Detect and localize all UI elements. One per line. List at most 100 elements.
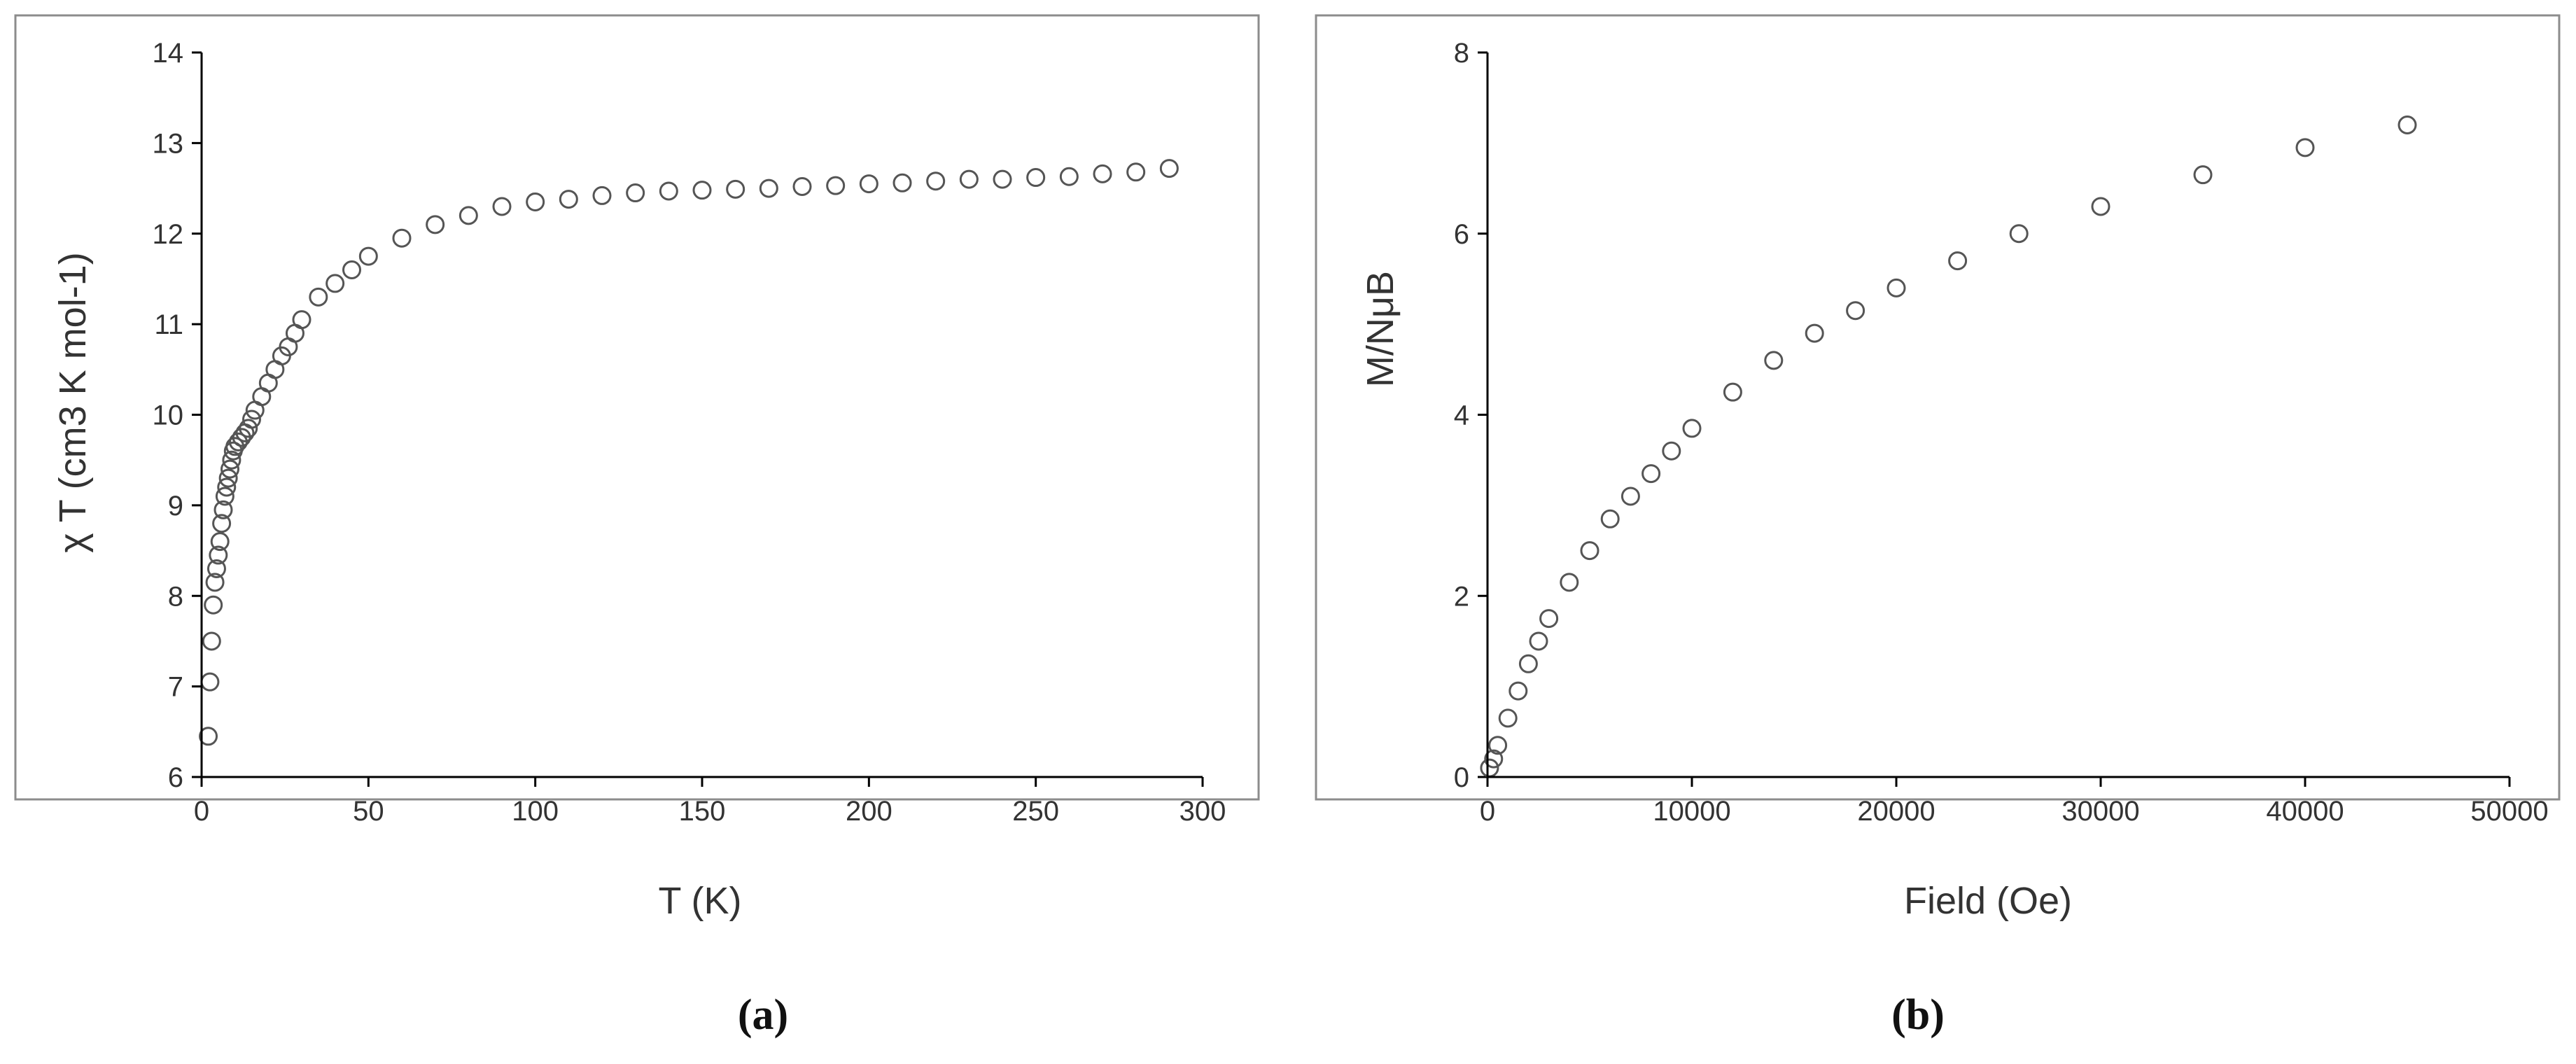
chart-b-data-point (1620, 486, 1640, 506)
chart-a-data-point (1059, 167, 1079, 186)
chart-a-y-tick-label: 14 (153, 38, 184, 69)
chart-a-y-tick-label: 11 (154, 309, 183, 340)
chart-b-data-point (1508, 681, 1528, 701)
chart-b-x-tick-label: 20000 (1857, 796, 1935, 827)
chart-a-y-tick-label: 10 (153, 400, 184, 431)
chart-b-points (1480, 115, 2417, 778)
chart-b-data-point (1580, 541, 1600, 561)
chart-b-data-point (1539, 609, 1559, 629)
chart-a-data-point (210, 532, 230, 552)
chart-a-data-point (205, 573, 225, 592)
chart-b-y-tick-label: 0 (1454, 762, 1469, 793)
chart-a-y-tick-label: 12 (153, 219, 184, 250)
chart-b-data-point (1498, 708, 1518, 728)
chart-a-data-point (526, 192, 545, 211)
chart-b-data-point (2091, 197, 2110, 216)
chart-a-x-tick-label: 200 (846, 796, 892, 827)
chart-a-x-tick-label: 0 (194, 796, 209, 827)
chart-b-x-tick-label: 50000 (2470, 796, 2548, 827)
chart-b-x-tick-label: 0 (1480, 796, 1495, 827)
chart-a-data-point (206, 559, 226, 578)
chart-b-data-point (1723, 382, 1742, 402)
chart-a-data-point (220, 459, 240, 479)
chart-a-data-point (1026, 168, 1046, 188)
chart-b-x-tick-label: 40000 (2266, 796, 2344, 827)
chart-b-data-point (1886, 278, 1906, 298)
chart-a-data-point (342, 260, 361, 279)
chart-b-data-point (1805, 323, 1824, 343)
chart-a-data-point (1126, 162, 1146, 182)
chart-b-data-point (2009, 224, 2029, 244)
chart-a-data-point (426, 215, 445, 234)
chart-a-y-tick-label: 7 (168, 672, 183, 703)
chart-a-x-tick-label: 300 (1180, 796, 1226, 827)
chart-a-x-tick-label: 100 (512, 796, 559, 827)
chart-a-data-point (692, 181, 712, 200)
chart-a-data-point (218, 468, 238, 488)
chart-b-y-axis-label: M/NμB (1359, 271, 1401, 387)
chart-a-frame (14, 14, 1260, 801)
chart-a-data-point (212, 514, 232, 533)
chart-a-data-point (292, 310, 312, 330)
panel-label-a: (a) (738, 991, 788, 1039)
chart-a-data-point (926, 172, 946, 191)
chart-a-data-point (222, 450, 241, 470)
chart-a-y-tick-label: 13 (153, 128, 184, 159)
chart-b-data-point (1560, 573, 1579, 592)
chart-b-data-point (2398, 115, 2417, 134)
chart-b-frame (1315, 14, 2561, 801)
chart-a-data-point (559, 190, 578, 209)
chart-a-data-point (492, 197, 512, 216)
chart-b-y-tick-label: 8 (1454, 38, 1469, 69)
chart-a-y-tick-label: 9 (168, 491, 183, 522)
chart-a-data-point (392, 228, 412, 248)
chart-a-x-axis-label: T (K) (659, 880, 742, 922)
chart-a-data-point (759, 178, 778, 198)
chart-b-y-ticks: 0 2 4 6 8 (1454, 38, 1488, 793)
chart-a-data-point (659, 181, 678, 201)
chart-a-y-ticks: 6 7 8 9 10 11 12 13 14 (153, 38, 202, 793)
chart-b-data-point (1488, 736, 1508, 755)
chart-a-data-point (1093, 164, 1112, 183)
chart-a-data-point (209, 545, 228, 565)
chart-b-data-point (1662, 441, 1681, 461)
chart-b-data-point (2193, 165, 2213, 185)
chart-b-x-ticks: 0 10000 20000 30000 40000 50000 (1480, 777, 2549, 827)
chart-a-data-point (993, 169, 1012, 189)
chart-a-y-tick-label: 6 (168, 762, 183, 793)
chart-b-y-tick-label: 2 (1454, 581, 1469, 612)
chart-a-data-point (859, 174, 878, 194)
chart-a-x-tick-label: 150 (679, 796, 726, 827)
chart-a-data-point (215, 486, 234, 506)
chart-a-data-point (1159, 159, 1179, 178)
chart-a-data-point (326, 274, 345, 293)
chart-b-y-tick-label: 4 (1454, 400, 1469, 431)
chart-a-data-point (199, 727, 218, 746)
chart-a-data-point (239, 419, 258, 438)
chart-a-data-point (626, 183, 645, 203)
chart-b-x-tick-label: 30000 (2062, 796, 2139, 827)
chart-a-x-tick-label: 250 (1012, 796, 1059, 827)
chart-b-y-tick-label: 6 (1454, 219, 1469, 250)
chart-a-data-point (458, 206, 478, 225)
chart-a-y-axis-label: χ T (cm3 K mol-1) (52, 252, 94, 552)
chart-a-x-tick-label: 50 (353, 796, 384, 827)
chart-b-data-point (1642, 464, 1661, 484)
chart-a-data-point (892, 173, 912, 192)
chart-b-x-axis-label: Field (Oe) (1904, 880, 2072, 922)
chart-b-x-tick-label: 10000 (1653, 796, 1730, 827)
chart-a-data-point (959, 169, 979, 189)
chart-b-data-point (1600, 509, 1620, 528)
chart-a-data-point (792, 176, 812, 196)
chart-b-data-point (1846, 301, 1865, 321)
chart-a-x-ticks: 0 50 100 150 200 250 300 (194, 777, 1226, 827)
chart-a-data-point (242, 410, 261, 429)
chart-b-data-point (1484, 749, 1504, 769)
chart-a-data-point (309, 287, 328, 307)
chart-a-data-point (358, 246, 378, 266)
chart-b-data-point (1518, 654, 1538, 673)
chart-a-data-point (204, 595, 223, 615)
